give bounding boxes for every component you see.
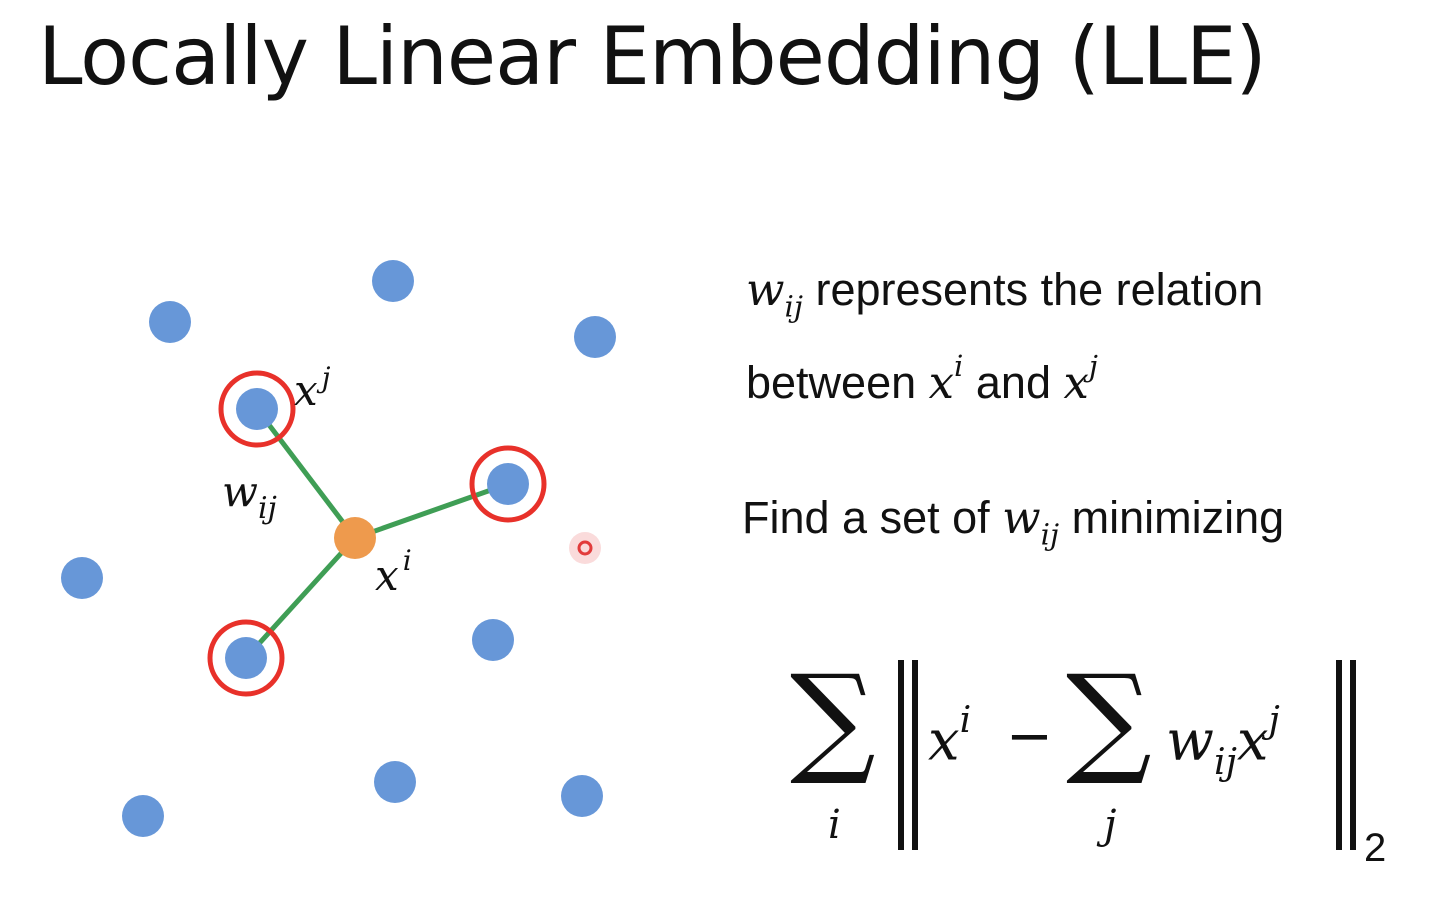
relation-description-line1: wij represents the relation — [746, 263, 1264, 324]
neighbor-point — [487, 463, 529, 505]
inner-sum-index: j — [1104, 802, 1117, 848]
data-point — [574, 316, 616, 358]
neighbor-ring — [207, 619, 285, 697]
edge-to-neighbor-top — [255, 407, 357, 540]
relation-description-line2: between xi and xj — [746, 349, 1098, 409]
norm-subscript: 2 — [1364, 826, 1387, 870]
neighbor-ring — [218, 370, 296, 448]
inner-sum-symbol: ∑ — [1066, 650, 1152, 789]
data-point — [122, 795, 164, 837]
edge-to-neighbor-right — [354, 481, 509, 541]
data-point — [372, 260, 414, 302]
formula-minus: − — [1006, 704, 1053, 769]
neighbor-point — [225, 637, 267, 679]
data-point — [561, 775, 603, 817]
edge-to-neighbor-bottom — [244, 536, 357, 660]
slide-title: Locally Linear Embedding (LLE) — [38, 10, 1267, 103]
cursor-glow — [569, 532, 601, 564]
outer-sum-index: i — [828, 802, 841, 848]
outer-sum-symbol: ∑ — [790, 650, 876, 789]
objective-formula: ∑ i xi − ∑ j wijxj 2 — [790, 650, 1410, 871]
formula-wij-xj: wijxj — [1166, 698, 1280, 783]
label-wij: wij — [222, 467, 277, 526]
norm-right-bar-1 — [1336, 660, 1342, 850]
center-point-xi — [334, 517, 376, 559]
data-point — [472, 619, 514, 661]
data-point — [374, 761, 416, 803]
formula-xi: xi — [928, 698, 972, 774]
neighbor-point-xj — [236, 388, 278, 430]
norm-left-bar-2 — [912, 660, 918, 850]
minimize-instruction: Find a set of wij minimizing — [742, 491, 1285, 552]
norm-right-bar-2 — [1350, 660, 1356, 850]
data-point — [149, 301, 191, 343]
norm-left-bar-1 — [898, 660, 904, 850]
data-point — [61, 557, 103, 599]
cursor-icon — [577, 540, 593, 556]
neighbor-ring — [469, 445, 547, 523]
